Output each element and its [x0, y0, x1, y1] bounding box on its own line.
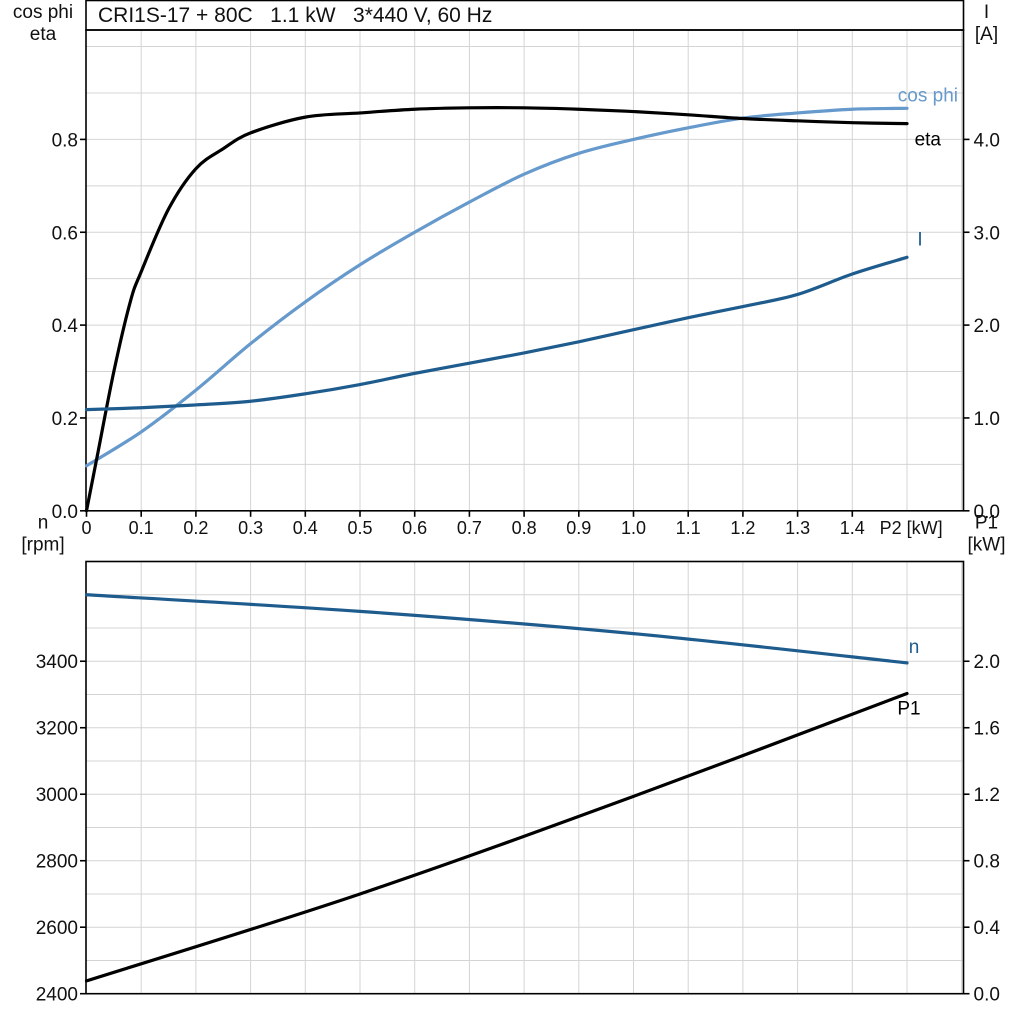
svg-text:0.4: 0.4 — [293, 518, 318, 538]
svg-text:0.7: 0.7 — [457, 518, 482, 538]
svg-text:2400: 2400 — [36, 985, 78, 1006]
svg-text:2.0: 2.0 — [974, 652, 1000, 673]
svg-text:0.8: 0.8 — [512, 518, 537, 538]
svg-text:0.4: 0.4 — [974, 918, 1001, 939]
svg-text:I: I — [917, 229, 922, 250]
svg-text:CRI1S-17 + 80C 1.1 kW 3*44: CRI1S-17 + 80C 1.1 kW 3*440 V, 60 Hz — [98, 4, 492, 27]
svg-text:eta: eta — [30, 24, 57, 45]
svg-text:2800: 2800 — [36, 852, 78, 873]
svg-text:2600: 2600 — [36, 918, 78, 939]
svg-text:1.4: 1.4 — [840, 518, 865, 538]
svg-text:0: 0 — [81, 518, 91, 538]
svg-text:4.0: 4.0 — [974, 130, 1000, 151]
svg-text:1.0: 1.0 — [621, 518, 646, 538]
svg-text:3400: 3400 — [36, 652, 78, 673]
svg-text:0.4: 0.4 — [52, 316, 79, 337]
svg-text:1.3: 1.3 — [785, 518, 810, 538]
svg-text:3200: 3200 — [36, 719, 78, 740]
svg-text:3000: 3000 — [36, 785, 78, 806]
svg-text:n: n — [38, 513, 49, 534]
svg-text:0.5: 0.5 — [347, 518, 372, 538]
svg-text:I: I — [984, 2, 989, 23]
svg-text:1.1: 1.1 — [676, 518, 701, 538]
svg-text:0.0: 0.0 — [52, 502, 78, 523]
svg-text:0.3: 0.3 — [238, 518, 263, 538]
svg-text:0.0: 0.0 — [974, 985, 1000, 1006]
svg-text:0.8: 0.8 — [52, 130, 78, 151]
svg-text:[rpm]: [rpm] — [21, 535, 64, 556]
svg-text:0.2: 0.2 — [183, 518, 208, 538]
svg-text:P2 [kW]: P2 [kW] — [880, 518, 943, 538]
svg-text:P1: P1 — [975, 513, 998, 534]
svg-text:1.0: 1.0 — [974, 409, 1000, 430]
svg-text:0.9: 0.9 — [566, 518, 591, 538]
svg-text:cos phi: cos phi — [898, 85, 958, 106]
svg-text:0.8: 0.8 — [974, 852, 1000, 873]
svg-text:2.0: 2.0 — [974, 316, 1000, 337]
svg-text:1.2: 1.2 — [730, 518, 755, 538]
svg-text:1.6: 1.6 — [974, 719, 1000, 740]
svg-text:3.0: 3.0 — [974, 223, 1000, 244]
svg-text:0.1: 0.1 — [129, 518, 154, 538]
svg-text:1.2: 1.2 — [974, 785, 1000, 806]
svg-text:eta: eta — [915, 130, 942, 151]
svg-text:[kW]: [kW] — [968, 535, 1006, 556]
svg-text:0.6: 0.6 — [402, 518, 427, 538]
svg-text:cos phi: cos phi — [13, 2, 73, 23]
svg-text:0.6: 0.6 — [52, 223, 78, 244]
svg-text:P1: P1 — [897, 698, 920, 719]
svg-text:0.2: 0.2 — [52, 409, 78, 430]
svg-text:[A]: [A] — [975, 24, 998, 45]
svg-text:n: n — [909, 637, 920, 658]
